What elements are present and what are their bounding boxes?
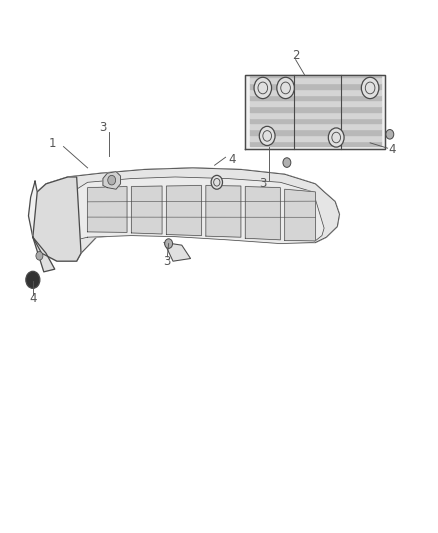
Polygon shape (250, 106, 381, 112)
Circle shape (283, 158, 291, 167)
Polygon shape (285, 189, 315, 241)
Polygon shape (250, 77, 381, 83)
Polygon shape (250, 118, 381, 124)
Polygon shape (250, 95, 381, 100)
Polygon shape (103, 172, 120, 189)
Text: 3: 3 (99, 122, 106, 134)
Polygon shape (250, 112, 381, 118)
Polygon shape (250, 75, 381, 77)
Polygon shape (72, 177, 324, 244)
Polygon shape (33, 237, 55, 272)
Polygon shape (250, 124, 381, 129)
Text: 4: 4 (388, 143, 396, 156)
Circle shape (108, 175, 116, 185)
Polygon shape (33, 177, 81, 261)
Text: 3: 3 (259, 177, 266, 190)
Polygon shape (245, 75, 385, 149)
Circle shape (277, 77, 294, 99)
Polygon shape (250, 100, 381, 106)
Circle shape (36, 252, 43, 260)
Polygon shape (250, 83, 381, 89)
Circle shape (386, 130, 394, 139)
Text: 1: 1 (49, 138, 57, 150)
Polygon shape (206, 185, 241, 237)
Polygon shape (164, 243, 191, 261)
Circle shape (361, 77, 379, 99)
Circle shape (259, 126, 275, 146)
Circle shape (165, 239, 173, 248)
Circle shape (211, 175, 223, 189)
Polygon shape (68, 168, 339, 253)
Polygon shape (250, 141, 381, 147)
Circle shape (26, 271, 40, 288)
Polygon shape (88, 187, 127, 232)
Polygon shape (245, 187, 280, 240)
Circle shape (328, 128, 344, 147)
Polygon shape (28, 168, 339, 261)
Circle shape (254, 77, 272, 99)
Polygon shape (250, 129, 381, 135)
Polygon shape (166, 185, 201, 236)
Polygon shape (250, 135, 381, 141)
Text: 4: 4 (29, 292, 37, 305)
Text: 3: 3 (163, 255, 170, 268)
Polygon shape (250, 89, 381, 95)
Polygon shape (131, 186, 162, 234)
Text: 2: 2 (292, 50, 300, 62)
Text: 4: 4 (228, 154, 236, 166)
